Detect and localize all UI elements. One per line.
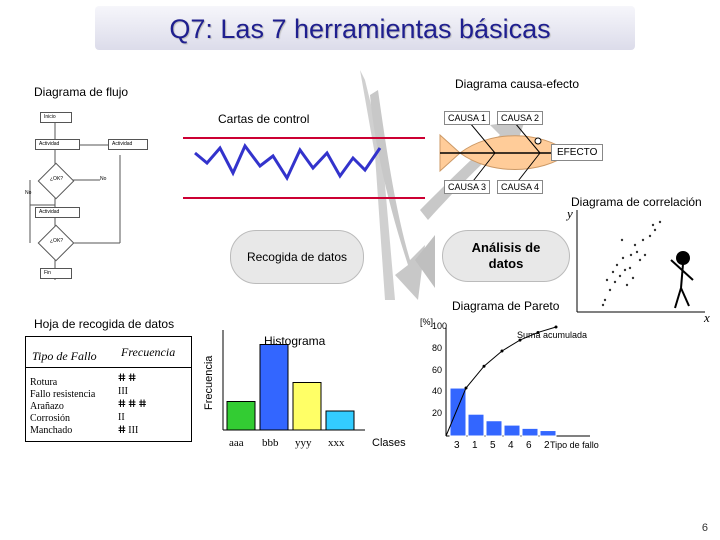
header-type: Tipo de Fallo	[32, 349, 97, 363]
histogram-bar	[226, 401, 256, 431]
histogram-tick-label: bbb	[262, 437, 279, 449]
row-type: Corrosión	[30, 413, 70, 424]
flow-node-activity: Actividad	[108, 139, 148, 150]
histogram-ylabel: Frecuencia	[203, 355, 215, 410]
row-tally: ⵌ ⵌ ⵌ	[118, 399, 147, 410]
pareto-y-tick: 20	[432, 408, 443, 419]
correlation-y-label: y	[567, 206, 573, 221]
data-analysis-oval: Análisis de datos	[442, 230, 570, 282]
header-frequency: Frecuencia	[121, 345, 176, 359]
pareto-bar	[485, 420, 503, 437]
pareto-y-tick: 80	[432, 342, 443, 353]
fishbone-diagram	[439, 122, 571, 186]
data-collection-oval: Recogida de datos	[230, 230, 364, 284]
flowchart-label: Diagrama de flujo	[34, 85, 129, 99]
effect-box: EFECTO	[551, 144, 604, 161]
pareto-y-tick: 40	[432, 386, 443, 397]
pareto-y-tick: 60	[432, 364, 443, 375]
pareto-tick-label: 6	[526, 440, 532, 451]
pareto-tick-label: 4	[508, 440, 514, 451]
pareto-bar	[521, 427, 539, 437]
row-type: Arañazo	[30, 401, 64, 412]
control-chart	[183, 137, 425, 199]
histogram-tick-label: yyy	[295, 437, 312, 449]
histogram-bar	[259, 344, 289, 431]
flow-node-start: Inicio	[40, 112, 72, 123]
pareto-tick-label: 3	[454, 440, 460, 451]
correlation-label: Diagrama de correlación	[571, 195, 702, 209]
flow-node-end: Fin	[40, 268, 72, 279]
cause-effect-label: Diagrama causa-efecto	[455, 77, 580, 91]
row-tally: III	[118, 386, 128, 397]
flow-decision-label: ¿OK?	[50, 176, 64, 182]
histogram-bar	[292, 382, 322, 431]
flow-no-label: No	[100, 176, 107, 182]
row-type: Fallo resistencia	[30, 389, 96, 400]
correlation-x-label: x	[704, 310, 710, 325]
histogram-chart	[222, 330, 365, 431]
check-sheet-table: Tipo de Fallo Frecuencia Rotura Fallo re…	[25, 336, 192, 442]
scatter-plot	[576, 210, 705, 313]
cause-3: CAUSA 3	[444, 180, 491, 194]
pareto-chart	[445, 325, 590, 437]
cause-4: CAUSA 4	[497, 180, 544, 194]
pareto-y-tick: 100	[432, 321, 448, 331]
pareto-bar	[467, 413, 485, 437]
pareto-bar	[503, 424, 521, 437]
histogram-xlabel: Clases	[372, 437, 406, 449]
title-bar	[95, 6, 635, 50]
pareto-unit: [%]	[420, 317, 434, 327]
row-tally: ⵌ III	[118, 425, 139, 436]
page-title: Q7: Las 7 herramientas básicas	[169, 14, 551, 44]
flow-node-activity: Actividad	[35, 139, 80, 150]
pareto-tick-label: 2	[544, 440, 550, 451]
pareto-label: Diagrama de Pareto	[452, 299, 560, 313]
flow-decision-label: ¿OK?	[50, 238, 64, 244]
row-type: Manchado	[30, 425, 73, 436]
pareto-xlabel: Tipo de fallo	[550, 440, 599, 450]
pareto-bar	[449, 387, 467, 437]
pareto-tick-label: 5	[490, 440, 496, 451]
check-sheet-label: Hoja de recogida de datos	[34, 317, 175, 331]
control-chart-label: Cartas de control	[218, 112, 310, 126]
histogram-bar	[325, 410, 355, 431]
row-tally: II	[118, 412, 125, 423]
cause-2: CAUSA 2	[497, 111, 544, 125]
flow-no-label: No	[25, 190, 32, 196]
pareto-tick-label: 1	[472, 440, 478, 451]
histogram-tick-label: aaa	[229, 437, 244, 449]
pareto-cumulative-label: Suma acumulada	[517, 330, 588, 340]
histogram-tick-label: xxx	[328, 437, 345, 449]
flowchart-diagram	[29, 115, 121, 280]
row-type: Rotura	[30, 377, 58, 388]
flow-node-activity: Actividad	[35, 207, 80, 218]
pareto-bar	[539, 430, 557, 437]
cause-1: CAUSA 1	[444, 111, 491, 125]
page-number: 6	[701, 522, 708, 534]
row-tally: ⵌ ⵌ	[118, 373, 137, 384]
